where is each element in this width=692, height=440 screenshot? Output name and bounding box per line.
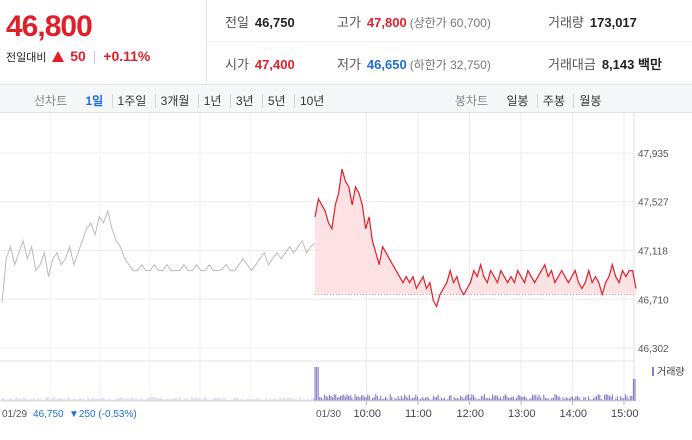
x-tick-label: 12:00 — [457, 408, 485, 420]
x-tick-label: 11:00 — [405, 408, 432, 420]
x-tick-label: 13:00 — [508, 408, 536, 420]
quote-panel: 46,800 전일대비 50 | +0.11% 전일 46,750 고가 47,80… — [0, 0, 692, 85]
line-chart-ranges: 선차트 1일 1주일 3개월 1년 3년 5년 10년 — [34, 92, 330, 109]
change-amount: 50 — [70, 48, 86, 64]
stat-prev-close: 전일 46,750 — [225, 12, 295, 31]
range-1w-button[interactable]: 1주일 — [111, 94, 152, 108]
stat-value: 8,143 백만 — [601, 57, 662, 72]
up-triangle-icon — [52, 51, 65, 62]
change-percent: +0.11% — [103, 48, 151, 64]
chart-grid — [0, 113, 635, 401]
y-tick-label: 47,118 — [638, 247, 668, 258]
x-tick-label: 14:00 — [560, 408, 588, 420]
change-label: 전일대비 — [6, 52, 47, 64]
stat-value: 46,750 — [254, 15, 295, 30]
y-tick-label: 47,527 — [638, 198, 669, 209]
stat-label: 고가 — [337, 15, 361, 30]
intraday-chart[interactable]: 46,302 46,710 47,118 47,527 47,935 거래량 10:00… — [0, 113, 692, 440]
prev-day-change: ▼250 (-0.53%) — [69, 409, 137, 420]
range-5y-button[interactable]: 5년 — [261, 94, 291, 108]
range-1d-button[interactable]: 1일 — [85, 94, 104, 108]
candle-monthly-button[interactable]: 월봉 — [573, 94, 607, 108]
y-axis-labels: 46,302 46,710 47,118 47,527 47,935 — [638, 149, 669, 355]
stat-value: 46,650 — [366, 57, 407, 72]
stat-value: 47,400 — [254, 57, 295, 72]
x-tick-label: 15:00 — [611, 408, 639, 420]
candle-weekly-button[interactable]: 주봉 — [536, 94, 570, 108]
line-chart-label: 선차트 — [34, 94, 68, 108]
candle-chart-label: 봉차트 — [455, 94, 489, 108]
stat-label: 거래량 — [548, 15, 584, 30]
stats-row-2: 시가 47,400 저가 46,650 (하한가 32,750) 거래대금 8,143 … — [207, 42, 692, 84]
lower-limit: (하한가 32,750) — [409, 58, 491, 72]
range-3y-button[interactable]: 3년 — [229, 94, 259, 108]
candle-chart-ranges: 봉차트 일봉 주봉 월봉 — [455, 92, 607, 109]
today-date: 01/30 — [316, 409, 341, 420]
range-10y-button[interactable]: 10년 — [293, 94, 330, 108]
current-price: 46,800 — [6, 10, 93, 43]
stat-label: 시가 — [225, 57, 249, 72]
prev-day-date: 01/29 — [2, 409, 27, 420]
prev-day-close: 46,750 — [33, 409, 64, 420]
y-tick-label: 46,302 — [638, 344, 669, 355]
stat-open: 시가 47,400 — [225, 54, 295, 73]
stat-label: 전일 — [225, 15, 249, 30]
stat-label: 거래대금 — [548, 57, 596, 72]
candle-daily-button[interactable]: 일봉 — [506, 94, 529, 108]
stat-volume: 거래량 173,017 — [548, 12, 637, 31]
stats-row-1: 전일 46,750 고가 47,800 (상한가 60,700) 거래량 173,017 — [207, 0, 692, 42]
stat-label: 저가 — [337, 57, 361, 72]
chart-toolbar: 선차트 1일 1주일 3개월 1년 3년 5년 10년 봉차트 일봉 주봉 월봉 — [0, 85, 692, 113]
prev-day-price-line — [1, 209, 316, 303]
today-price-line — [314, 168, 637, 308]
upper-limit: (상한가 60,700) — [409, 16, 491, 30]
volume-legend: 거래량 — [657, 366, 685, 378]
volume-bars — [1, 367, 636, 401]
x-tick-label: 10:00 — [354, 408, 382, 420]
stat-high: 고가 47,800 (상한가 60,700) — [337, 12, 491, 31]
stat-turnover: 거래대금 8,143 백만 — [548, 54, 662, 73]
x-axis-labels: 10:00 11:00 12:00 13:00 14:00 15:00 — [354, 401, 639, 420]
y-tick-label: 47,935 — [638, 149, 669, 160]
range-3m-button[interactable]: 3개월 — [154, 94, 195, 108]
range-1y-button[interactable]: 1년 — [197, 94, 227, 108]
change-divider: | — [92, 48, 97, 64]
stat-low: 저가 46,650 (하한가 32,750) — [337, 54, 491, 73]
stat-value: 47,800 — [366, 15, 407, 30]
today-price-fill — [315, 169, 636, 295]
stat-value: 173,017 — [589, 15, 637, 30]
y-tick-label: 46,710 — [638, 295, 669, 306]
volume-legend-swatch — [652, 367, 654, 376]
price-change: 전일대비 50 | +0.11% — [6, 48, 150, 65]
price-summary: 46,800 전일대비 50 | +0.11% — [0, 0, 207, 85]
